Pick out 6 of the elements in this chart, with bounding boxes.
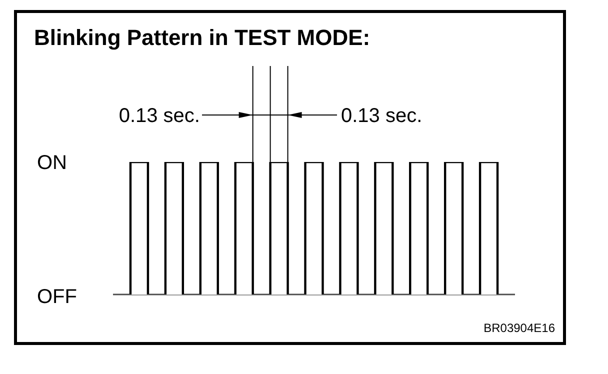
text: OFF <box>37 286 77 308</box>
text: 0.13 sec. <box>341 105 422 127</box>
text: ON <box>37 152 67 174</box>
text: 0.13 sec. <box>118 105 200 127</box>
chart-title: Blinking Pattern in TEST MODE: <box>34 25 370 51</box>
text: BR03904E16 <box>484 321 556 335</box>
